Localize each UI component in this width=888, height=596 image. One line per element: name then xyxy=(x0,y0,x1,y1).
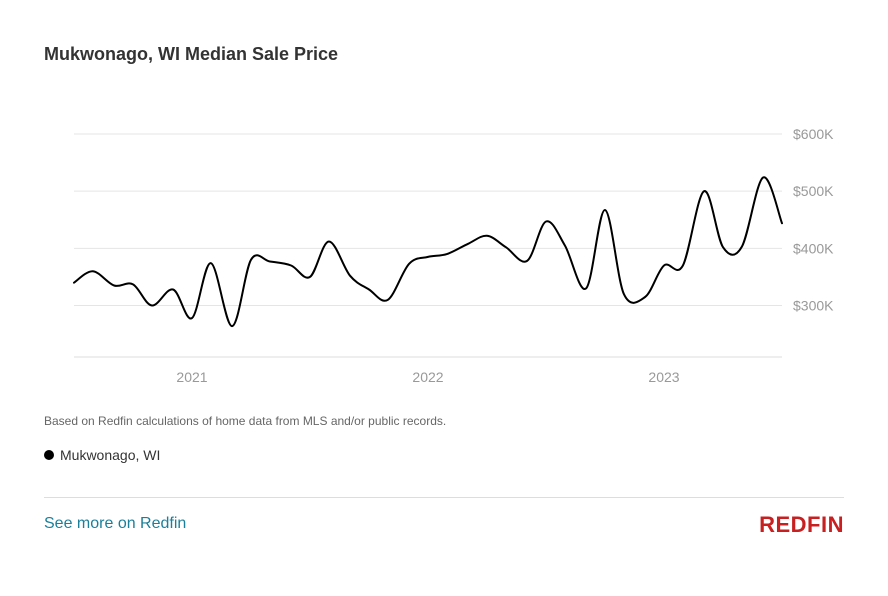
footer-divider xyxy=(44,497,844,498)
data-source-note: Based on Redfin calculations of home dat… xyxy=(44,414,447,428)
y-tick-label: $500K xyxy=(793,183,834,199)
legend-label: Mukwonago, WI xyxy=(60,447,161,463)
x-tick-label: 2021 xyxy=(176,369,207,385)
redfin-logo: REDFIN xyxy=(759,512,844,537)
y-axis-ticks: $300K $400K $500K $600K xyxy=(793,126,834,314)
x-tick-label: 2022 xyxy=(412,369,443,385)
x-axis-ticks: 2021 2022 2023 xyxy=(176,369,679,385)
x-tick-label: 2023 xyxy=(648,369,679,385)
see-more-link[interactable]: See more on Redfin xyxy=(44,515,187,532)
y-tick-label: $400K xyxy=(793,240,834,256)
y-tick-label: $300K xyxy=(793,298,834,314)
grid-lines xyxy=(74,133,782,307)
legend: Mukwonago, WI xyxy=(44,447,160,463)
chart-title: Mukwonago, WI Median Sale Price xyxy=(44,44,339,64)
y-tick-label: $600K xyxy=(793,126,834,142)
line-chart: $300K $400K $500K $600K 2021 2022 2023 xyxy=(73,126,834,385)
legend-marker xyxy=(44,450,54,460)
series-line-mukwonago xyxy=(73,176,783,328)
